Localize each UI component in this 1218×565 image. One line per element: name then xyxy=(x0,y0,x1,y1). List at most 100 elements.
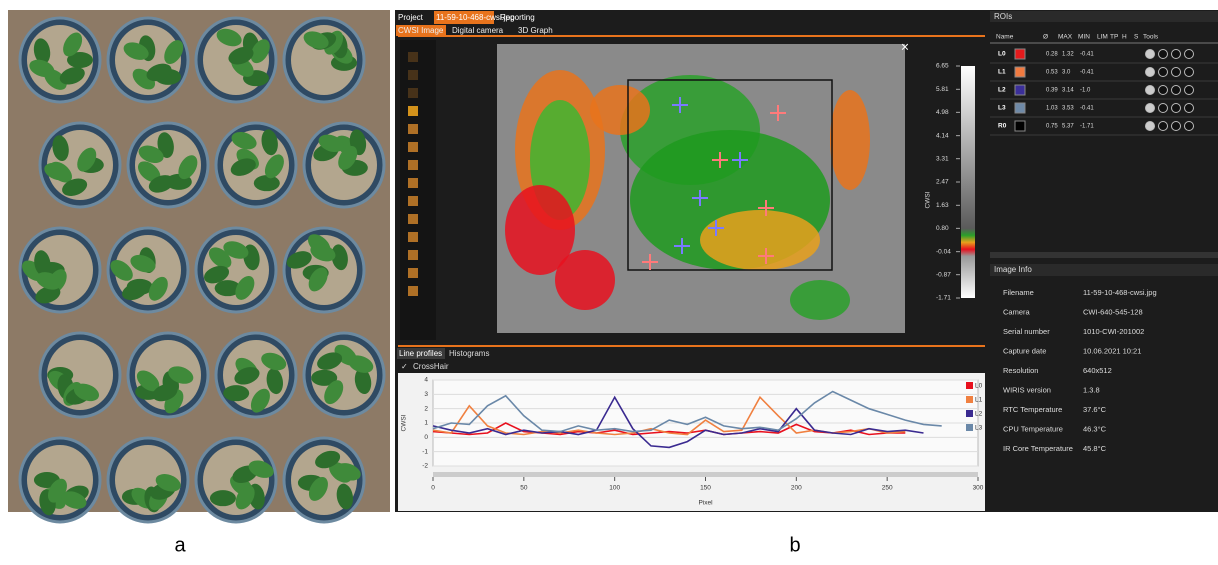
x-tick-label: 0 xyxy=(431,485,435,492)
figure-label: a xyxy=(174,534,186,556)
roi-color xyxy=(1015,67,1025,77)
info-key: WIRIS version xyxy=(1003,385,1051,394)
thermal-region xyxy=(555,250,615,310)
roi-tool[interactable] xyxy=(1146,68,1155,77)
legend-swatch xyxy=(966,382,973,389)
tool-icon xyxy=(408,142,418,152)
roi-tool[interactable] xyxy=(1185,104,1194,113)
roi-column-header: MIN xyxy=(1078,34,1090,41)
roi-tool[interactable] xyxy=(1146,104,1155,113)
roi-tool[interactable] xyxy=(1185,86,1194,95)
roi-column-header: S xyxy=(1134,34,1139,41)
info-key: RTC Temperature xyxy=(1003,405,1062,414)
roi-tool[interactable] xyxy=(1159,86,1168,95)
roi-value: 1.32 xyxy=(1062,52,1074,58)
info-key: Resolution xyxy=(1003,366,1038,375)
info-key: IR Core Temperature xyxy=(1003,444,1073,453)
colorbar-tick-label: 2.47 xyxy=(936,179,949,186)
leaf xyxy=(254,175,280,191)
view-tab: CWSI Image xyxy=(398,26,444,35)
roi-value: 0.39 xyxy=(1046,88,1058,94)
x-tick-label: 250 xyxy=(882,485,893,492)
panel-title: ROIs xyxy=(994,12,1012,21)
figure-label: b xyxy=(789,534,800,556)
roi-tool[interactable] xyxy=(1172,50,1181,59)
panel-title: Image Info xyxy=(994,265,1032,274)
roi-value: -0.41 xyxy=(1080,52,1094,58)
legend-label: L2 xyxy=(975,411,983,418)
info-value: 37.6°C xyxy=(1083,405,1107,414)
roi-column-header: Name xyxy=(996,34,1014,41)
roi-tool[interactable] xyxy=(1159,50,1168,59)
roi-tool[interactable] xyxy=(1172,104,1181,113)
roi-name: L2 xyxy=(998,87,1006,94)
crosshair-toggle[interactable]: CrossHair xyxy=(413,362,449,371)
roi-tool[interactable] xyxy=(1185,50,1194,59)
roi-header xyxy=(990,11,1218,22)
y-tick-label: -1 xyxy=(422,448,428,455)
tool-icon xyxy=(408,160,418,170)
roi-tool[interactable] xyxy=(1172,86,1181,95)
thermal-region xyxy=(700,210,820,270)
roi-tool[interactable] xyxy=(1185,122,1194,131)
tool-icon xyxy=(408,52,418,62)
info-value: 10.06.2021 10:21 xyxy=(1083,346,1141,355)
roi-name: L3 xyxy=(998,105,1006,112)
roi-tool[interactable] xyxy=(1159,122,1168,131)
legend-swatch xyxy=(966,410,973,417)
view-tab: Digital camera xyxy=(452,26,504,35)
roi-tool[interactable] xyxy=(1159,68,1168,77)
menu-item: Project xyxy=(398,13,424,22)
roi-color xyxy=(1015,121,1025,131)
info-value: 46.3°C xyxy=(1083,424,1107,433)
roi-value: 3.53 xyxy=(1062,106,1074,112)
scrollbar xyxy=(990,252,1218,258)
legend-label: L1 xyxy=(975,397,983,404)
colorbar-tick-label: -0.87 xyxy=(936,271,951,278)
roi-value: 5.37 xyxy=(1062,124,1074,130)
x-scrollbar xyxy=(433,472,978,477)
colorbar-tick-label: -1.71 xyxy=(936,295,951,302)
roi-column-header: Ø xyxy=(1043,34,1048,41)
leaf xyxy=(210,490,236,506)
info-key: Camera xyxy=(1003,307,1031,316)
y-tick-label: 0 xyxy=(424,434,428,441)
roi-name: R0 xyxy=(998,123,1007,130)
info-value: 1.3.8 xyxy=(1083,385,1100,394)
roi-tool[interactable] xyxy=(1146,122,1155,131)
tool-icon xyxy=(408,106,418,116)
thermal-region xyxy=(790,280,850,320)
roi-value: 0.53 xyxy=(1046,70,1058,76)
y-tick-label: 3 xyxy=(424,391,428,398)
roi-tool[interactable] xyxy=(1185,68,1194,77)
tool-icon xyxy=(408,250,418,260)
roi-name: L1 xyxy=(998,69,1006,76)
x-tick-label: 200 xyxy=(791,485,802,492)
colorbar-tick-label: 5.81 xyxy=(936,86,949,93)
roi-column-header: Tools xyxy=(1143,34,1159,41)
roi-tool[interactable] xyxy=(1172,68,1181,77)
roi-column-header: LIM xyxy=(1097,34,1108,41)
tool-icon xyxy=(408,214,418,224)
thermal-region xyxy=(830,90,870,190)
roi-tool[interactable] xyxy=(1159,104,1168,113)
y-tick-label: 1 xyxy=(424,420,428,427)
leaf xyxy=(223,385,249,401)
y-tick-label: 2 xyxy=(424,405,428,412)
colorbar-tick-label: -0.04 xyxy=(936,248,951,255)
roi-value: 1.03 xyxy=(1046,106,1058,112)
info-key: Serial number xyxy=(1003,327,1050,336)
profile-tab: Histograms xyxy=(449,349,489,358)
profile-tab: Line profiles xyxy=(399,349,442,358)
colorbar-tick-label: 3.31 xyxy=(936,155,949,162)
roi-value: -0.41 xyxy=(1080,70,1094,76)
tool-icon xyxy=(408,232,418,242)
close-icon: × xyxy=(901,39,909,55)
tool-icon xyxy=(408,88,418,98)
x-tick-label: 300 xyxy=(973,485,984,492)
roi-value: 0.75 xyxy=(1046,124,1058,130)
roi-tool[interactable] xyxy=(1146,86,1155,95)
roi-tool[interactable] xyxy=(1172,122,1181,131)
colorbar-tick-label: 1.63 xyxy=(936,202,949,209)
roi-tool[interactable] xyxy=(1146,50,1155,59)
